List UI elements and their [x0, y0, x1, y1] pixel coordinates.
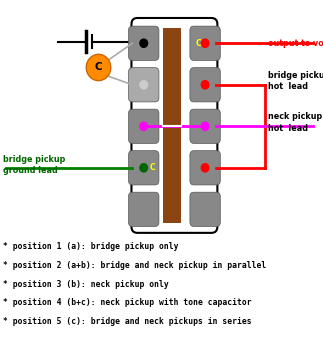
Circle shape — [139, 163, 148, 173]
Text: * position 1 (a): bridge pickup only: * position 1 (a): bridge pickup only — [3, 242, 179, 251]
Circle shape — [201, 163, 210, 173]
Text: neck pickup: neck pickup — [268, 112, 322, 121]
Text: * position 3 (b): neck pickup only: * position 3 (b): neck pickup only — [3, 280, 169, 289]
FancyBboxPatch shape — [190, 26, 220, 61]
Text: * position 4 (b+c): neck pickup with tone capacitor: * position 4 (b+c): neck pickup with ton… — [3, 298, 252, 307]
Text: C: C — [95, 63, 102, 72]
Text: bridge pickup: bridge pickup — [3, 155, 66, 164]
FancyBboxPatch shape — [129, 151, 159, 185]
FancyBboxPatch shape — [129, 68, 159, 102]
FancyBboxPatch shape — [190, 68, 220, 102]
Text: bridge pickup: bridge pickup — [268, 71, 323, 80]
Circle shape — [139, 38, 148, 48]
FancyBboxPatch shape — [190, 151, 220, 185]
FancyBboxPatch shape — [190, 109, 220, 143]
Text: hot  lead: hot lead — [268, 82, 308, 91]
Text: hot  lead: hot lead — [268, 124, 308, 133]
FancyBboxPatch shape — [190, 192, 220, 227]
Text: * position 5 (c): bridge and neck pickups in series: * position 5 (c): bridge and neck pickup… — [3, 317, 252, 326]
Text: output to volume pot: output to volume pot — [268, 39, 323, 48]
Text: ground lead: ground lead — [3, 166, 58, 175]
FancyBboxPatch shape — [129, 192, 159, 227]
Text: C: C — [150, 163, 156, 172]
FancyBboxPatch shape — [131, 18, 217, 233]
Circle shape — [139, 80, 148, 90]
Circle shape — [139, 121, 148, 131]
Circle shape — [201, 38, 210, 48]
FancyBboxPatch shape — [129, 26, 159, 61]
Circle shape — [201, 121, 210, 131]
Bar — [163, 28, 181, 223]
Text: C: C — [195, 39, 201, 48]
Circle shape — [201, 80, 210, 90]
FancyBboxPatch shape — [129, 109, 159, 143]
Text: * position 2 (a+b): bridge and neck pickup in parallel: * position 2 (a+b): bridge and neck pick… — [3, 261, 266, 270]
Circle shape — [86, 54, 111, 81]
